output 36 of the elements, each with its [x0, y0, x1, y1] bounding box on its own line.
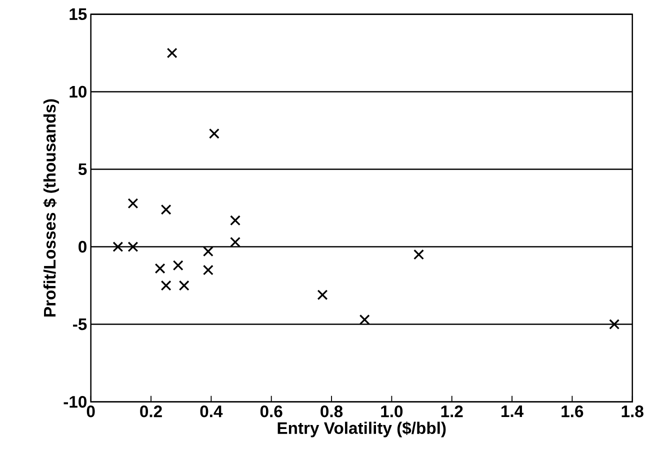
point: [414, 249, 424, 260]
x-tick-label: 0.2: [140, 406, 162, 418]
x-tick-label: 0.4: [200, 406, 223, 418]
point: [178, 280, 190, 291]
x-tick-label: 0.6: [260, 406, 282, 418]
y-tick-label: 5: [78, 163, 87, 176]
point: [154, 263, 166, 274]
point: [166, 48, 178, 58]
point: [202, 246, 214, 257]
x-axis-title: Entry Volatility ($/bbl): [278, 422, 446, 438]
x-tick-label: 0.8: [320, 406, 343, 418]
point: [609, 319, 620, 330]
y-tick-label: 10: [70, 86, 86, 98]
point: [359, 314, 370, 325]
x-tick-label: 1.2: [441, 406, 463, 418]
x-tick-label: 1.8: [622, 406, 644, 418]
point: [128, 198, 138, 209]
point: [202, 264, 214, 276]
point: [160, 280, 172, 291]
point: [160, 204, 172, 215]
x-tick-label: 1.0: [381, 406, 403, 418]
x-tick-label: 0: [86, 406, 95, 418]
point: [128, 242, 138, 252]
y-tick-label: -5: [73, 318, 87, 330]
point: [112, 242, 124, 252]
x-tick-label: 1.6: [562, 406, 584, 418]
point: [317, 290, 328, 300]
point: [208, 128, 220, 139]
y-axis-title: Profit/Losses $ (thousands): [43, 99, 59, 316]
y-tick-label: 15: [70, 8, 87, 20]
point: [172, 260, 184, 271]
y-tick-label: -10: [64, 396, 86, 408]
y-tick-label: 0: [78, 240, 86, 253]
point: [230, 236, 240, 248]
point: [230, 215, 240, 226]
x-tick-label: 1.4: [502, 406, 524, 417]
